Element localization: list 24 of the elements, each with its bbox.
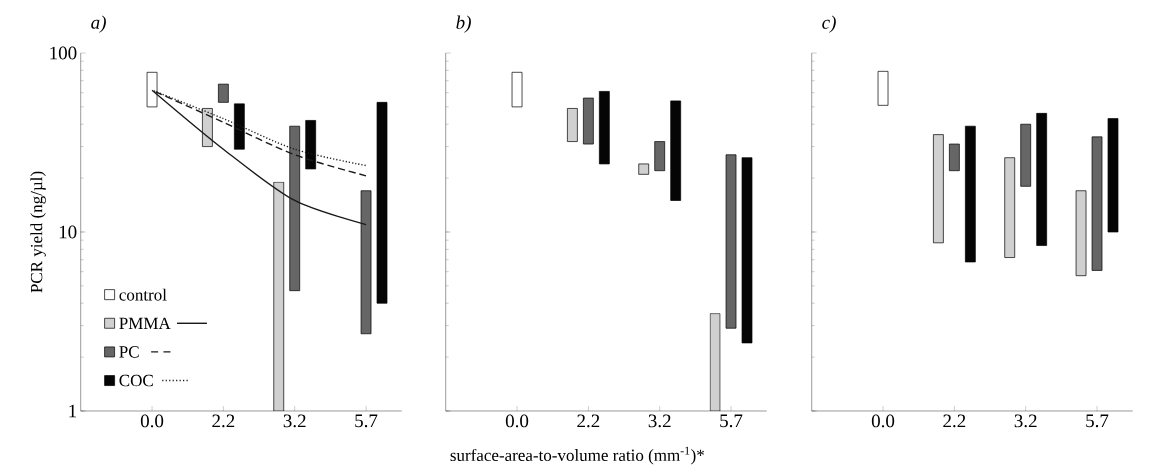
legend-label: control [119, 288, 167, 301]
x-tick-label: 3.2 [283, 414, 306, 428]
x-tick-label: 2.2 [212, 414, 235, 428]
chart-title: b) [456, 15, 471, 33]
x-tick-label: 0.0 [505, 414, 529, 428]
y-tick-label: 10 [59, 225, 77, 239]
legend-label: COC [119, 374, 153, 387]
x-tick-label: 5.7 [355, 414, 378, 428]
y-axis-title: PCR yield (ng/µl) [30, 171, 46, 293]
chart-title: a) [91, 15, 106, 33]
x-axis-title: surface-area-to-volume ratio (mm$^{-1}$)* [450, 446, 704, 465]
x-tick-label: 5.7 [720, 414, 743, 428]
chart-title: c) [822, 15, 836, 33]
y-tick-label: 100 [50, 46, 77, 60]
x-tick-label: 3.2 [1014, 414, 1037, 428]
x-tick-label: 3.2 [648, 414, 671, 428]
x-tick-label: 5.7 [1086, 414, 1109, 428]
x-tick-label: 0.0 [871, 414, 895, 428]
x-tick-label: 2.2 [577, 414, 600, 428]
x-tick-label: 2.2 [943, 414, 966, 428]
y-tick-label: 1 [69, 404, 77, 418]
legend-label: PMMA [119, 317, 171, 329]
legend-label: PC [119, 346, 139, 358]
x-tick-label: 0.0 [140, 414, 164, 428]
